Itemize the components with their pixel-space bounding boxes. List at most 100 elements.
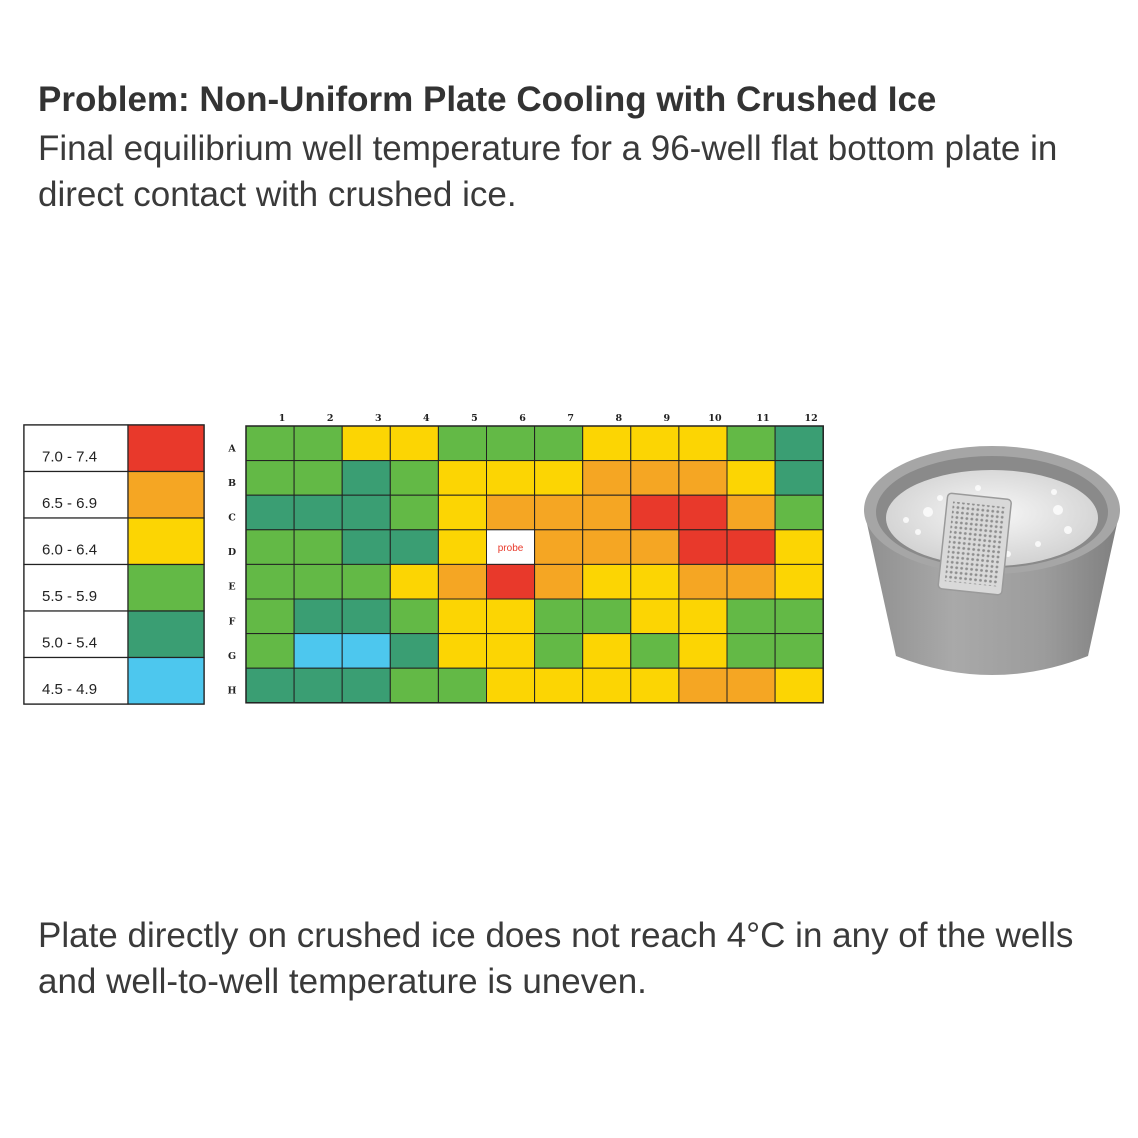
well-cell xyxy=(341,425,391,462)
well-cell xyxy=(389,633,439,669)
legend-label: 5.0 - 5.4 xyxy=(42,635,97,652)
well-cell xyxy=(437,425,487,462)
well-cell xyxy=(630,633,680,669)
well-cell xyxy=(437,494,487,531)
well-cell xyxy=(437,633,487,669)
column-label: 10 xyxy=(708,413,722,424)
column-label: 8 xyxy=(615,413,622,424)
well-cell xyxy=(678,563,728,600)
well-cell xyxy=(630,667,680,704)
well-cell xyxy=(726,494,776,531)
well-cell xyxy=(726,529,776,565)
well-cell xyxy=(630,529,680,565)
page-subtitle: Final equilibrium well temperature for a… xyxy=(38,129,1058,214)
well-cell xyxy=(437,460,487,496)
well-cell xyxy=(437,667,487,704)
plate-outline xyxy=(245,425,824,704)
legend-label: 4.5 - 4.9 xyxy=(42,681,97,698)
well-cell xyxy=(534,425,584,462)
well-cell xyxy=(534,633,584,669)
column-label: 4 xyxy=(423,413,430,424)
well-cell xyxy=(486,460,536,496)
legend-label: 6.5 - 6.9 xyxy=(42,495,97,512)
well-cell xyxy=(389,494,439,531)
legend-label: 7.0 - 7.4 xyxy=(42,449,97,466)
legend-swatch xyxy=(127,517,205,566)
well-cell xyxy=(582,563,632,600)
conclusion-text: Plate directly on crushed ice does not r… xyxy=(38,916,1074,1001)
well-cell xyxy=(582,425,632,462)
well-cell xyxy=(245,460,295,496)
well-cell xyxy=(293,529,343,565)
column-label: 3 xyxy=(375,413,382,424)
well-cell xyxy=(389,460,439,496)
well-cell xyxy=(534,667,584,704)
page-title: Problem: Non-Uniform Plate Cooling with … xyxy=(38,80,937,119)
well-cell xyxy=(389,598,439,635)
column-label: 9 xyxy=(664,413,671,424)
well-cell xyxy=(678,667,728,704)
well-cell xyxy=(630,494,680,531)
legend-swatch xyxy=(127,563,205,612)
column-label: 1 xyxy=(279,413,286,424)
well-cell xyxy=(582,494,632,531)
well-cell xyxy=(630,598,680,635)
well-cell xyxy=(726,425,776,462)
legend-label: 6.0 - 6.4 xyxy=(42,542,97,559)
well-cell xyxy=(678,425,728,462)
column-label: 5 xyxy=(471,413,478,424)
well-cell xyxy=(726,667,776,704)
well-cell xyxy=(678,529,728,565)
well-cell xyxy=(389,425,439,462)
well-cell xyxy=(726,598,776,635)
well-cell xyxy=(726,460,776,496)
well-cell xyxy=(582,460,632,496)
probe-label: probe xyxy=(498,543,524,554)
well-cell xyxy=(293,494,343,531)
well-cell xyxy=(437,598,487,635)
well-cell xyxy=(534,563,584,600)
legend-label-cell xyxy=(23,656,129,705)
well-cell xyxy=(774,425,824,462)
well-cell xyxy=(245,667,295,704)
column-label: 7 xyxy=(567,413,574,424)
well-cell xyxy=(389,529,439,565)
well-cell xyxy=(582,633,632,669)
well-cell xyxy=(774,633,824,669)
well-cell xyxy=(389,563,439,600)
well-cell xyxy=(245,425,295,462)
well-cell xyxy=(437,529,487,565)
well-cell xyxy=(341,494,391,531)
well-cell xyxy=(774,460,824,496)
well-cell xyxy=(341,598,391,635)
well-cell xyxy=(245,494,295,531)
well-cell xyxy=(678,598,728,635)
row-label: H xyxy=(228,686,237,697)
well-cell xyxy=(341,529,391,565)
row-label: E xyxy=(228,582,235,593)
legend-swatch xyxy=(127,470,205,519)
row-label: B xyxy=(228,478,236,489)
legend-label-cell xyxy=(23,610,129,659)
well-cell xyxy=(678,633,728,669)
well-cell xyxy=(293,633,343,669)
well-cell xyxy=(630,460,680,496)
well-cell xyxy=(437,563,487,600)
row-label: D xyxy=(228,547,236,558)
well-cell xyxy=(582,667,632,704)
row-label: C xyxy=(228,513,236,524)
probe-well xyxy=(486,529,536,565)
well-cell xyxy=(341,563,391,600)
well-cell xyxy=(534,529,584,565)
row-label: F xyxy=(229,616,236,627)
well-cell xyxy=(486,633,536,669)
well-cell xyxy=(341,667,391,704)
legend-label-cell xyxy=(23,470,129,519)
column-label: 6 xyxy=(519,413,526,424)
legend-swatch xyxy=(127,656,205,705)
column-label: 2 xyxy=(327,413,334,424)
legend-label: 5.5 - 5.9 xyxy=(42,588,97,605)
well-cell xyxy=(774,529,824,565)
well-cell xyxy=(630,563,680,600)
